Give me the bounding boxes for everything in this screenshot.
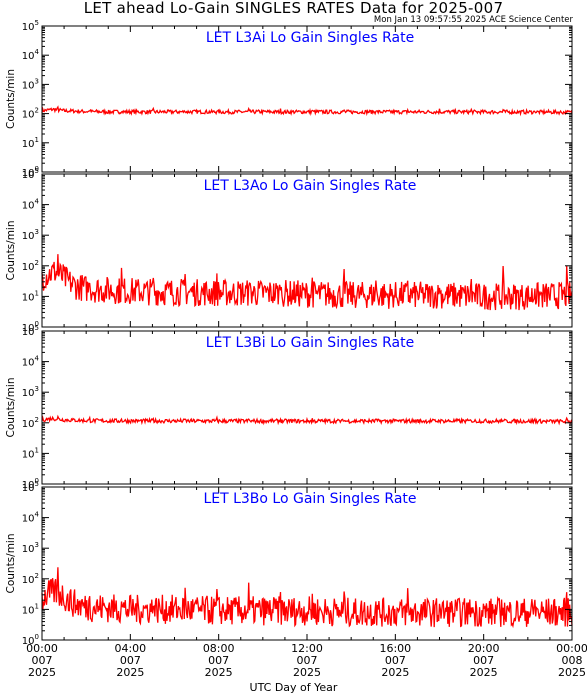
- x-tick-day: 007: [208, 654, 229, 667]
- x-tick-time: 00:00: [26, 642, 58, 655]
- x-tick-year: 2025: [558, 666, 586, 679]
- x-tick-day: 007: [297, 654, 318, 667]
- x-tick-year: 2025: [470, 666, 498, 679]
- generated-timestamp: Mon Jan 13 09:57:55 2025 ACE Science Cen…: [373, 15, 573, 25]
- series-line: [41, 254, 573, 311]
- x-tick-time: 04:00: [114, 642, 146, 655]
- x-tick-year: 2025: [293, 666, 321, 679]
- panel-title: LET L3Ai Lo Gain Singles Rate: [206, 30, 414, 46]
- panel-4: 100 101 102 103 104 105 Counts/min LET L3Bo Lo …: [5, 480, 573, 647]
- x-tick-time: 16:00: [379, 642, 411, 655]
- x-tick-day: 007: [120, 654, 141, 667]
- series-line: [41, 567, 573, 629]
- x-axis-label: UTC Day of Year: [249, 681, 338, 694]
- plot-frame: [41, 330, 573, 485]
- x-tick-time: 00:00: [556, 642, 587, 655]
- y-tick-label: 103: [22, 228, 39, 242]
- panel-title: LET L3Ao Lo Gain Singles Rate: [204, 178, 417, 194]
- panel-2: 100 101 102 103 104 105 Counts/min LET L3Ao Lo …: [5, 167, 573, 334]
- x-tick-time: 08:00: [203, 642, 235, 655]
- x-tick-time: 12:00: [291, 642, 323, 655]
- panel-1: 100 101 102 103 104 105 Counts/min LET L3Ai Lo …: [5, 19, 573, 179]
- series-line: [41, 105, 573, 117]
- y-axis-label: Counts/min: [5, 534, 17, 594]
- y-tick-label: 100: [22, 320, 39, 334]
- x-tick-day: 008: [562, 654, 583, 667]
- y-tick-label: 102: [22, 107, 39, 121]
- x-tick-day: 007: [473, 654, 494, 667]
- y-tick-label: 103: [22, 77, 39, 91]
- y-tick-label: 105: [22, 324, 39, 338]
- x-tick-year: 2025: [28, 666, 56, 679]
- y-tick-label: 100: [22, 477, 39, 491]
- y-axis-label: Counts/min: [5, 221, 17, 281]
- y-tick-label: 102: [22, 572, 39, 586]
- x-tick-day: 007: [385, 654, 406, 667]
- panel-title: LET L3Bi Lo Gain Singles Rate: [206, 335, 414, 351]
- panel-title: LET L3Bo Lo Gain Singles Rate: [203, 491, 416, 507]
- y-tick-label: 101: [22, 602, 39, 616]
- plot-frame: [41, 173, 573, 328]
- y-tick-label: 103: [22, 541, 39, 555]
- y-tick-label: 105: [22, 167, 39, 181]
- y-axis-label: Counts/min: [5, 378, 17, 438]
- x-tick-day: 007: [32, 654, 53, 667]
- y-tick-label: 102: [22, 259, 39, 273]
- panel-3: 100 101 102 103 104 105 Counts/min LET L3Bi Lo …: [5, 324, 573, 491]
- y-tick-label: 104: [22, 198, 40, 212]
- y-tick-label: 100: [22, 633, 39, 647]
- series-line: [41, 414, 573, 426]
- y-tick-label: 101: [22, 136, 39, 150]
- x-tick-year: 2025: [205, 666, 233, 679]
- plot-frame: [41, 25, 573, 173]
- y-tick-label: 103: [22, 385, 39, 399]
- figure-title: LET ahead Lo-Gain SINGLES RATES Data for…: [83, 0, 504, 17]
- y-tick-label: 104: [22, 48, 40, 62]
- y-tick-label: 100: [22, 165, 39, 179]
- y-tick-label: 105: [22, 480, 39, 494]
- y-tick-label: 101: [22, 289, 39, 303]
- y-tick-label: 101: [22, 446, 39, 460]
- y-tick-label: 104: [22, 511, 40, 525]
- x-tick-year: 2025: [116, 666, 144, 679]
- y-tick-label: 104: [22, 355, 40, 369]
- y-tick-label: 102: [22, 416, 39, 430]
- x-tick-year: 2025: [381, 666, 409, 679]
- y-tick-label: 105: [22, 19, 39, 33]
- x-tick-time: 20:00: [468, 642, 500, 655]
- y-axis-label: Counts/min: [5, 69, 17, 129]
